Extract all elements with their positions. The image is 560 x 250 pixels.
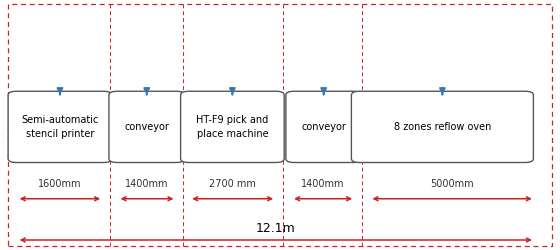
Text: 8 zones reflow oven: 8 zones reflow oven (394, 122, 491, 132)
FancyBboxPatch shape (8, 91, 111, 162)
Text: Semi-automatic
stencil printer: Semi-automatic stencil printer (21, 115, 99, 139)
FancyBboxPatch shape (352, 91, 533, 162)
Text: conveyor: conveyor (301, 122, 346, 132)
Text: HT-F9 pick and
place machine: HT-F9 pick and place machine (196, 115, 269, 139)
Text: conveyor: conveyor (124, 122, 169, 132)
Text: 1600mm: 1600mm (38, 179, 82, 189)
Text: 1400mm: 1400mm (301, 179, 345, 189)
Text: 1400mm: 1400mm (125, 179, 169, 189)
FancyBboxPatch shape (286, 91, 362, 162)
Text: 12.1m: 12.1m (256, 222, 296, 235)
FancyBboxPatch shape (109, 91, 185, 162)
FancyBboxPatch shape (180, 91, 284, 162)
Text: 5000mm: 5000mm (431, 179, 474, 189)
Text: 2700 mm: 2700 mm (209, 179, 256, 189)
